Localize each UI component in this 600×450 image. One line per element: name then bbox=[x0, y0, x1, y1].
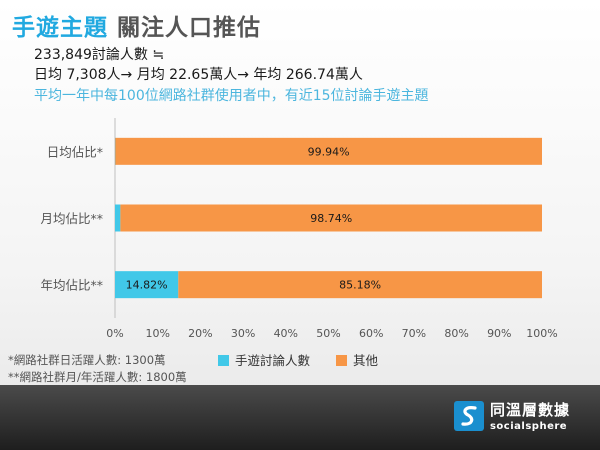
legend-item-mobile-game: 手遊討論人數 bbox=[218, 350, 310, 369]
legend-label-other: 其他 bbox=[353, 353, 379, 368]
average-line: 日均 7,308人→ 月均 22.65萬人→ 年均 266.74萬人 bbox=[34, 67, 363, 83]
category-label: 年均佔比** bbox=[40, 278, 103, 293]
legend-item-other: 其他 bbox=[336, 350, 378, 369]
x-tick-label: 30% bbox=[231, 327, 255, 340]
x-tick-label: 20% bbox=[188, 327, 212, 340]
x-tick-label: 100% bbox=[526, 327, 557, 340]
summary-line: 平均一年中每100位網路社群使用者中，有近15位討論手遊主題 bbox=[34, 88, 429, 104]
bar-segment-other bbox=[178, 271, 542, 299]
data-label-other: 99.94% bbox=[308, 145, 350, 158]
footnote-monthly: **網路社群月/年活躍人數: 1800萬 bbox=[8, 370, 187, 384]
bar-segment-other bbox=[120, 204, 543, 232]
bar-segment-mobile-game bbox=[115, 271, 179, 299]
page-title: 手遊主題 關注人口推估 bbox=[12, 8, 261, 42]
footer-bar: 同溫層數據 socialsphere bbox=[0, 385, 600, 450]
x-tick-label: 60% bbox=[359, 327, 383, 340]
x-tick-label: 90% bbox=[487, 327, 511, 340]
logo-name-zh: 同溫層數據 bbox=[489, 401, 570, 419]
x-tick-label: 80% bbox=[444, 327, 468, 340]
logo-name-en: socialsphere bbox=[489, 421, 568, 432]
title-rest: 關注人口推估 bbox=[117, 15, 262, 41]
x-tick-label: 10% bbox=[145, 327, 169, 340]
x-tick-label: 50% bbox=[316, 327, 340, 340]
title-accent: 手遊主題 bbox=[12, 15, 108, 41]
legend-swatch-other bbox=[336, 355, 347, 366]
data-label-other: 85.18% bbox=[339, 279, 381, 292]
data-label-other: 98.74% bbox=[310, 212, 352, 225]
x-tick-label: 40% bbox=[274, 327, 298, 340]
discussion-count-line: 233,849討論人數 ≒ bbox=[34, 47, 165, 63]
category-label: 月均佔比** bbox=[40, 211, 103, 226]
bar-segment-mobile-game bbox=[115, 204, 121, 232]
socialsphere-logo-icon bbox=[453, 400, 484, 431]
x-tick-label: 70% bbox=[402, 327, 426, 340]
bar-segment-other bbox=[115, 137, 543, 165]
x-tick-label: 0% bbox=[106, 327, 123, 340]
category-label: 日均佔比* bbox=[47, 144, 103, 159]
legend-label-mobile-game: 手遊討論人數 bbox=[235, 353, 311, 368]
stacked-bar-chart: 日均佔比*0.06%99.94%月均佔比**1.26%98.74%年均佔比**1… bbox=[40, 118, 558, 340]
legend-swatch-mobile-game bbox=[218, 355, 229, 366]
footnote-daily: *網路社群日活躍人數: 1300萬 bbox=[8, 353, 166, 367]
data-label-mobile-game: 14.82% bbox=[126, 279, 168, 292]
brand-logo: 同溫層數據 socialsphere bbox=[453, 399, 570, 432]
